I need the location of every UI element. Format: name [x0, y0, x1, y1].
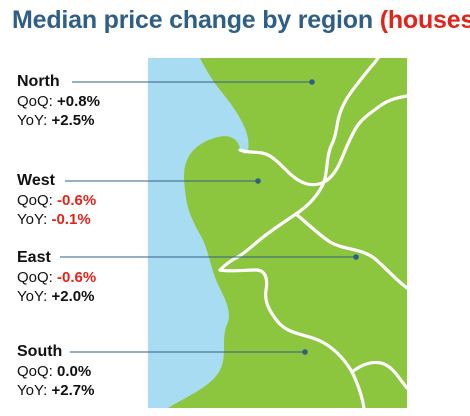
yoy-value: +2.0% — [51, 288, 95, 305]
qoq-value: -0.6% — [57, 192, 97, 209]
qoq-row: QoQ: -0.6% — [17, 268, 157, 287]
qoq-value: 0.0% — [57, 363, 92, 380]
yoy-value: +2.7% — [51, 382, 95, 399]
yoy-label: YoY: — [17, 382, 48, 399]
map-title: Median price change by region (houses) — [12, 6, 470, 35]
border-north-west — [238, 94, 407, 187]
yoy-row: YoY: -0.1% — [17, 210, 157, 229]
region-borders — [218, 58, 407, 408]
border-north-inner — [322, 58, 380, 184]
qoq-label: QoQ: — [17, 93, 53, 110]
yoy-row: YoY: +2.5% — [17, 111, 157, 130]
border-west-east — [218, 180, 326, 272]
qoq-label: QoQ: — [17, 269, 53, 286]
qoq-value: -0.6% — [57, 269, 97, 286]
border-south-inner — [350, 360, 407, 390]
qoq-row: QoQ: +0.8% — [17, 92, 157, 111]
region-north: North QoQ: +0.8% YoY: +2.5% — [17, 72, 157, 130]
region-south: South QoQ: 0.0% YoY: +2.7% — [17, 342, 157, 400]
yoy-label: YoY: — [17, 288, 48, 305]
region-east: East QoQ: -0.6% YoY: +2.0% — [17, 248, 157, 306]
yoy-label: YoY: — [17, 211, 48, 228]
qoq-value: +0.8% — [57, 93, 100, 110]
qoq-row: QoQ: 0.0% — [17, 362, 157, 381]
region-west: West QoQ: -0.6% YoY: -0.1% — [17, 171, 157, 229]
yoy-row: YoY: +2.7% — [17, 381, 157, 400]
region-name: North — [17, 73, 60, 90]
qoq-row: QoQ: -0.6% — [17, 191, 157, 210]
yoy-value: +2.5% — [51, 112, 95, 129]
region-name: West — [17, 172, 55, 189]
map-title-main: Median price change by region — [12, 6, 373, 34]
region-map — [148, 58, 407, 408]
yoy-value: -0.1% — [51, 211, 91, 228]
qoq-label: QoQ: — [17, 363, 53, 380]
yoy-label: YoY: — [17, 112, 48, 129]
yoy-row: YoY: +2.0% — [17, 287, 157, 306]
qoq-label: QoQ: — [17, 192, 53, 209]
region-name: East — [17, 249, 51, 266]
map-title-highlight: (houses) — [379, 6, 470, 34]
border-east-inner — [294, 212, 407, 290]
region-name: South — [17, 343, 63, 360]
